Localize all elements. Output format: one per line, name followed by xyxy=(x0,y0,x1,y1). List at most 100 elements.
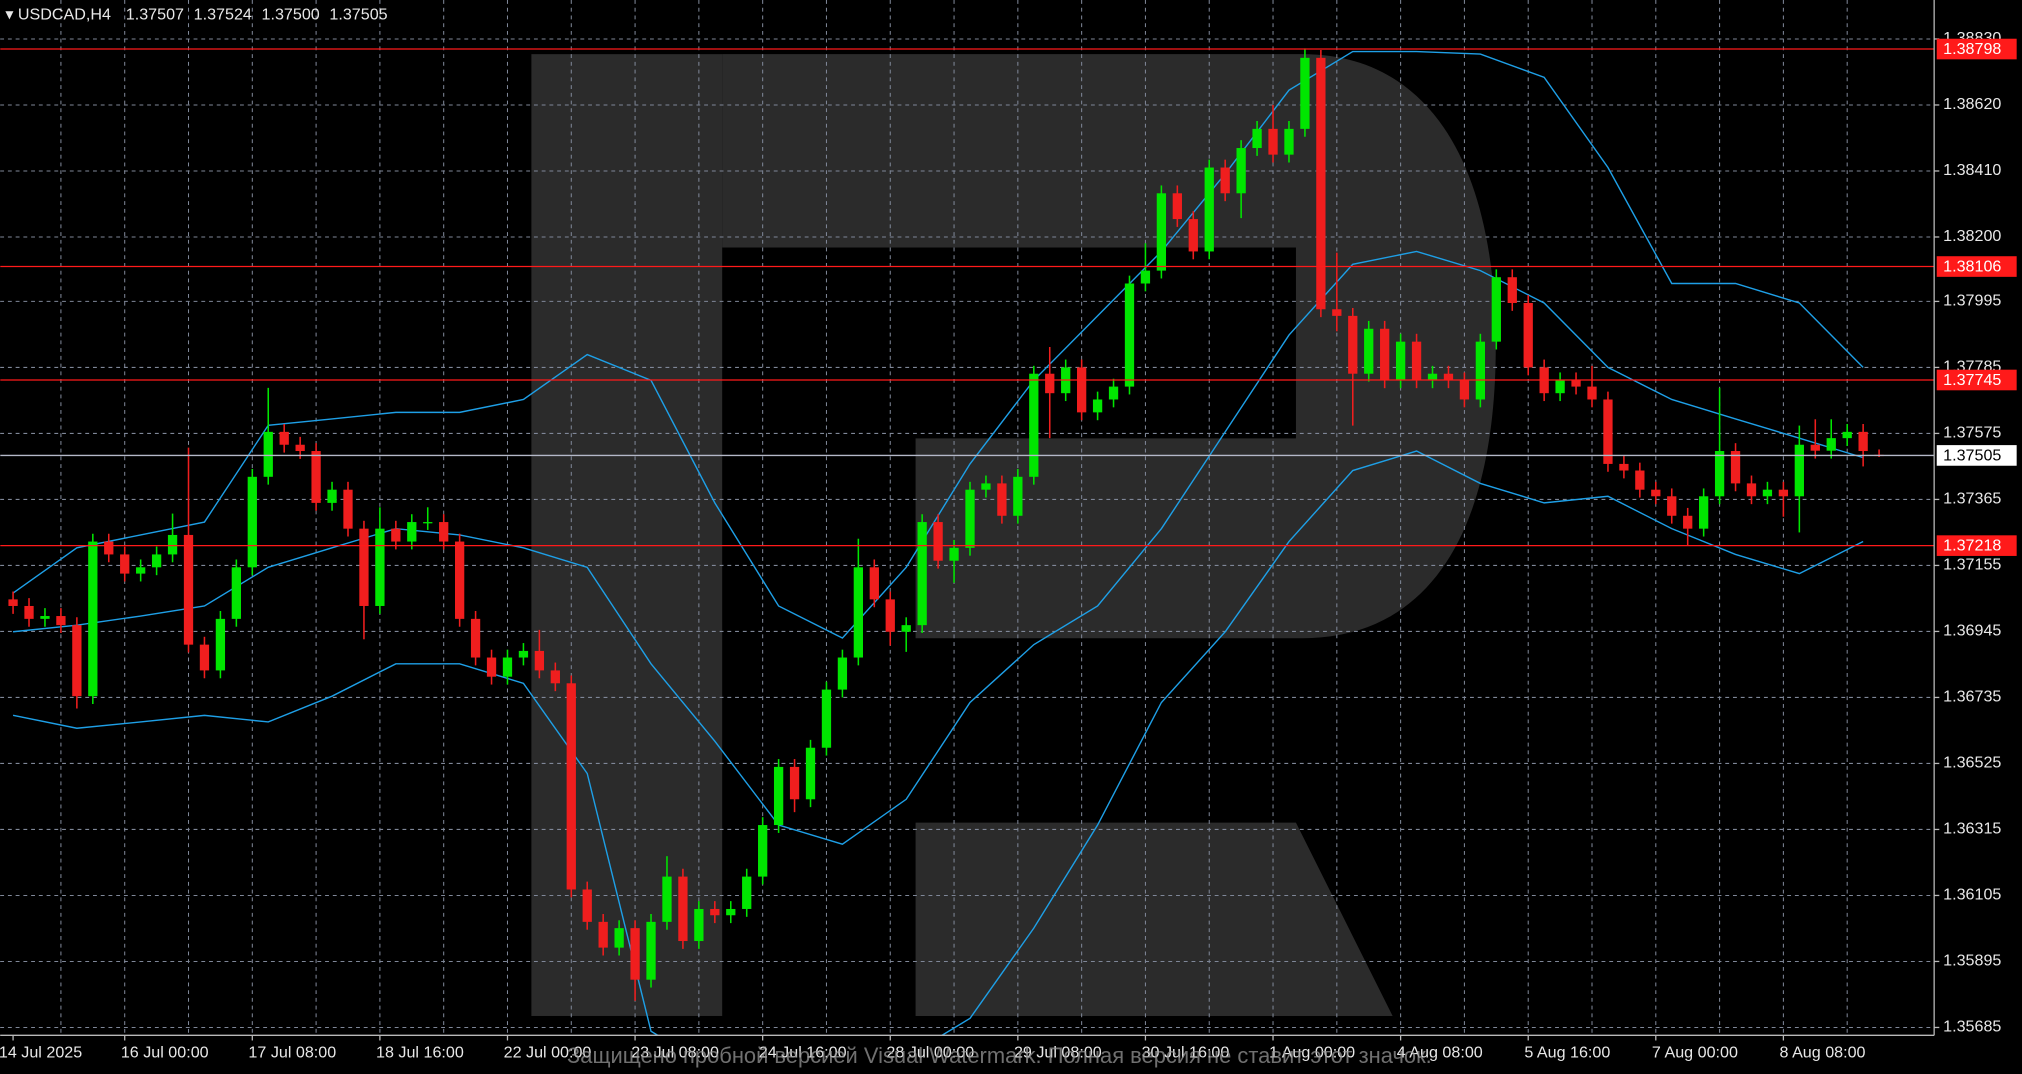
candle-body xyxy=(454,541,465,619)
bollinger-band xyxy=(12,450,1864,1036)
candle-body xyxy=(1730,451,1741,484)
candle-body xyxy=(1108,386,1119,400)
x-tick-label: 24 Jul 16:00 xyxy=(759,1044,847,1062)
chart-header: ▾ USDCAD,H4 1.37507 1.37524 1.37500 1.37… xyxy=(5,6,387,24)
y-tick-label: 1.36945 xyxy=(1943,622,2001,640)
candle-body xyxy=(439,522,449,542)
y-tick-label: 1.36525 xyxy=(1943,754,2001,772)
candle-body xyxy=(215,618,226,671)
candle-body xyxy=(151,554,162,568)
candle-body xyxy=(965,489,975,548)
x-tick-label: 17 Jul 08:00 xyxy=(248,1044,336,1062)
y-tick-label: 1.37365 xyxy=(1943,490,2001,508)
candle-body xyxy=(1268,128,1278,155)
price-level-box xyxy=(1936,256,2017,277)
x-tick-label: 8 Aug 08:00 xyxy=(1780,1044,1866,1062)
candle-body xyxy=(327,489,337,503)
candle-body xyxy=(1364,328,1374,374)
candle-body xyxy=(1443,373,1454,381)
candle-body xyxy=(1778,489,1789,497)
x-tick-label: 22 Jul 00:00 xyxy=(504,1044,592,1062)
candle-body xyxy=(1156,193,1167,271)
price-level-box xyxy=(1936,535,2017,556)
candle-body xyxy=(1651,489,1661,497)
price-level-label: 1.38798 xyxy=(1943,40,2001,58)
candle-body xyxy=(997,483,1007,516)
candle-body xyxy=(1380,328,1390,381)
candle-body xyxy=(88,541,98,697)
candle-body xyxy=(1252,128,1262,149)
price-level-box xyxy=(1936,445,2017,466)
y-tick-label: 1.36315 xyxy=(1943,820,2001,838)
price-level-box xyxy=(1936,38,2017,60)
candle-body xyxy=(1411,341,1422,381)
candle-body xyxy=(183,534,194,645)
candle-body xyxy=(901,625,911,632)
candle-body xyxy=(470,618,481,658)
candle-body xyxy=(1013,476,1023,516)
candle-body xyxy=(1810,444,1820,451)
price-level-label: 1.37505 xyxy=(1943,446,2001,464)
candle-body xyxy=(1092,399,1103,413)
candle-body xyxy=(1794,444,1804,497)
candle-body xyxy=(1842,431,1852,439)
candle-body xyxy=(1140,270,1151,284)
y-tick-label: 1.36105 xyxy=(1943,886,2001,904)
candle-body xyxy=(502,657,513,677)
candle-body xyxy=(279,431,289,445)
candle-body xyxy=(1316,57,1326,310)
candle-body xyxy=(72,625,82,697)
candle-body xyxy=(853,567,863,658)
candle-body xyxy=(199,644,210,671)
candle-body xyxy=(1762,489,1773,497)
candle-body xyxy=(742,876,752,909)
y-tick-label: 1.37575 xyxy=(1943,424,2001,442)
axes: 1.388301.386201.384101.382001.379951.377… xyxy=(0,29,2001,1061)
candle-body xyxy=(837,657,848,690)
candle-body xyxy=(56,616,66,626)
candle-body xyxy=(1667,496,1677,516)
x-tick-label: 4 Aug 08:00 xyxy=(1397,1044,1483,1062)
candle-body xyxy=(407,522,417,542)
candle-body xyxy=(1603,399,1613,464)
candle-body xyxy=(933,522,943,561)
candle-body xyxy=(917,522,927,626)
x-tick-label: 14 Jul 2025 xyxy=(0,1044,82,1062)
candle-body xyxy=(805,747,816,800)
candle-body xyxy=(662,876,672,922)
candle-body xyxy=(1188,219,1198,252)
header-value: 1.37500 xyxy=(262,6,320,24)
candle-body xyxy=(343,489,353,529)
candle-body xyxy=(758,825,768,877)
candle-body xyxy=(1427,373,1438,381)
candle-body xyxy=(231,567,241,619)
candle-body xyxy=(550,670,560,684)
candle-body xyxy=(1523,302,1533,368)
candle-body xyxy=(1826,438,1836,451)
candle-body xyxy=(949,547,959,561)
y-tick-label: 1.35895 xyxy=(1943,952,2001,970)
candle-body xyxy=(375,528,385,606)
logo-stem xyxy=(531,54,723,1016)
candle-body xyxy=(24,605,34,619)
chart-title: USDCAD,H4 xyxy=(18,6,111,24)
candle-body xyxy=(104,541,114,555)
candle-body xyxy=(1236,148,1246,194)
candle-body xyxy=(981,483,991,490)
y-tick-label: 1.35685 xyxy=(1943,1018,2001,1036)
header-value: 1.37507 xyxy=(126,6,184,24)
header-value: 1.37524 xyxy=(194,6,252,24)
price-level-label: 1.38106 xyxy=(1943,257,2001,275)
candle-body xyxy=(1714,451,1725,497)
candle-body xyxy=(678,876,688,942)
candle-body xyxy=(1204,167,1214,252)
candle-body xyxy=(1045,373,1055,394)
header-marker: ▾ xyxy=(5,6,18,24)
price-level-box xyxy=(1936,369,2017,391)
candle-body xyxy=(534,650,545,671)
candle-body xyxy=(1858,431,1868,452)
candle-body xyxy=(1332,309,1342,316)
candle-body xyxy=(614,928,624,948)
